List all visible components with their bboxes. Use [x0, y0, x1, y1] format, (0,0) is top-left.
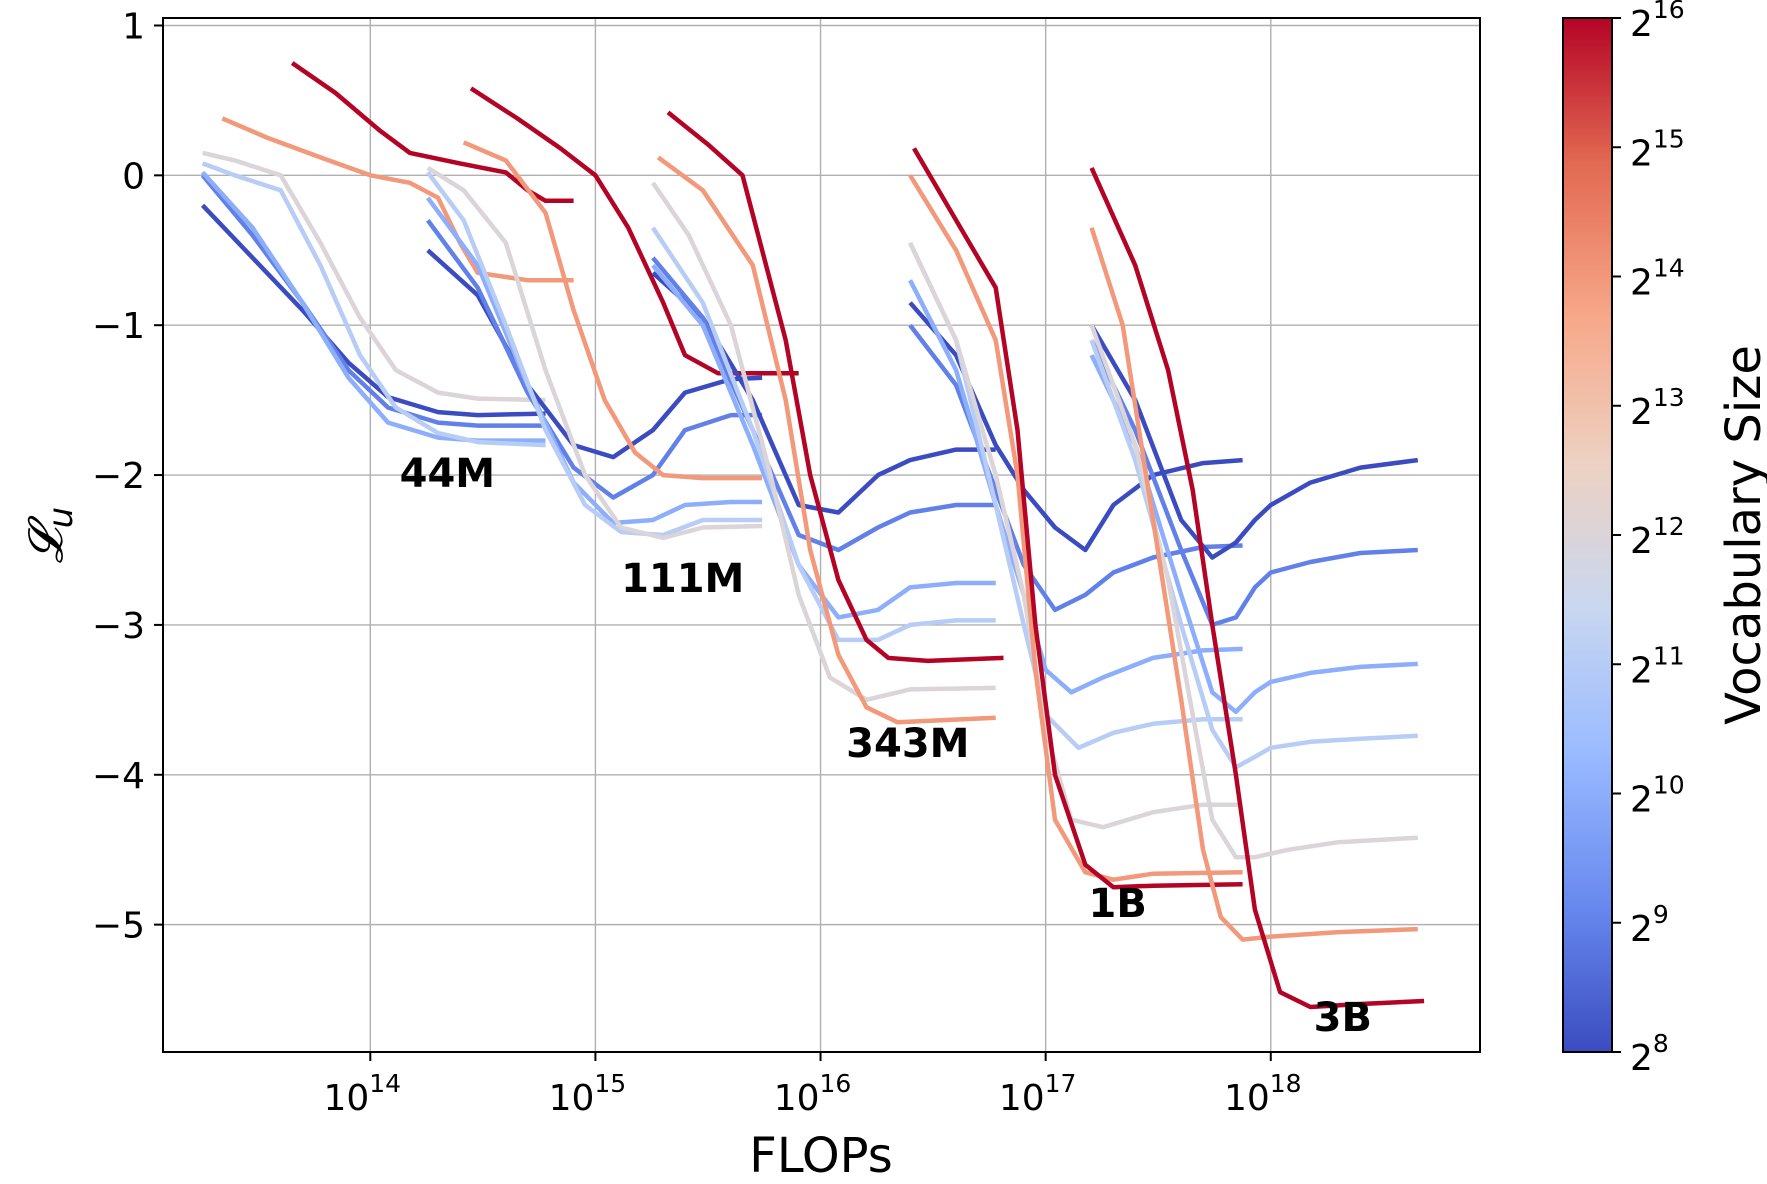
series-3B-vocab-2e16 [1089, 166, 1425, 1010]
colorbar-tick-label-6: 214 [1630, 254, 1685, 304]
x-tick-exp-4: 18 [1270, 1069, 1302, 1098]
series-1B-vocab-2e11 [908, 241, 1243, 751]
y-tick-label-1: 0 [122, 156, 145, 197]
y-tick-label-2: −1 [92, 306, 145, 347]
series-44M-vocab-2e16 [290, 61, 574, 204]
colorbar-tick-label-7: 215 [1630, 124, 1685, 174]
colorbar-tick-label-3: 211 [1630, 641, 1685, 691]
y-axis-ticks: 1 0 −1 −2 −3 −4 −5 [92, 6, 163, 947]
x-tick-label-1: 1015 [549, 1069, 627, 1119]
colorbar [1562, 17, 1613, 1053]
series-3B-vocab-2e9 [1089, 339, 1418, 628]
x-tick-base-1: 10 [549, 1078, 595, 1119]
colorbar-tick-base-7: 2 [1630, 133, 1653, 174]
series-343M-vocab-2e14 [656, 155, 996, 725]
series-44M-vocab-2e12 [202, 150, 546, 403]
model-size-annotations: 44M 111M 343M 1B 3B [400, 451, 1372, 1041]
series-1B-vocab-2e10 [908, 279, 1243, 695]
y-axis-label: 𝓛u [18, 507, 81, 563]
annotation-3B: 3B [1314, 995, 1372, 1041]
series-111M-vocab-2e14 [462, 140, 763, 481]
series-1B-vocab-2e12 [908, 241, 1243, 830]
y-axis-label-sub: u [41, 507, 81, 529]
colorbar-tick-exp-8: 16 [1653, 0, 1685, 24]
y-tick-label-0: 1 [122, 6, 145, 47]
series-343M-vocab-2e11 [651, 226, 996, 643]
x-axis-ticks: 1014 1015 1016 1017 1018 [323, 1052, 1302, 1119]
x-tick-exp-2: 16 [820, 1069, 852, 1098]
x-tick-exp-1: 15 [594, 1069, 626, 1098]
y-tick-label-5: −4 [92, 756, 145, 797]
colorbar-tick-exp-3: 11 [1653, 641, 1685, 670]
colorbar-tick-base-4: 2 [1630, 521, 1653, 562]
x-tick-base-0: 10 [323, 1078, 369, 1119]
colorbar-tick-exp-5: 13 [1653, 383, 1685, 412]
x-tick-label-0: 1014 [323, 1069, 401, 1119]
colorbar-tick-label-8: 216 [1630, 0, 1685, 45]
series-111M-vocab-2e12 [426, 165, 763, 541]
colorbar-tick-base-1: 2 [1630, 909, 1653, 950]
colorbar-tick-exp-7: 15 [1653, 124, 1685, 153]
colorbar-tick-base-5: 2 [1630, 392, 1653, 433]
colorbar-tick-base-3: 2 [1630, 650, 1653, 691]
x-tick-exp-0: 14 [369, 1069, 401, 1098]
y-tick-label-4: −3 [92, 606, 145, 647]
colorbar-tick-exp-4: 12 [1653, 512, 1685, 541]
x-tick-base-3: 10 [999, 1078, 1045, 1119]
series-111M-vocab-2e9 [425, 218, 763, 500]
series-44M-vocab-2e8 [200, 203, 546, 418]
colorbar-tick-label-0: 28 [1630, 1029, 1669, 1079]
series-3B-vocab-2e10 [1089, 354, 1418, 715]
series-111M-vocab-2e11 [425, 171, 763, 538]
x-tick-label-2: 1016 [774, 1069, 852, 1119]
colorbar-tick-exp-2: 10 [1653, 771, 1685, 800]
series-343M-vocab-2e10 [651, 263, 996, 620]
series-343M-vocab-2e12 [651, 181, 996, 703]
colorbar-tick-label-2: 210 [1630, 771, 1685, 821]
series-44M-vocab-2e9 [200, 173, 546, 428]
series-44M-vocab-2e14 [221, 116, 574, 283]
x-axis-label: FLOPs [749, 1128, 893, 1184]
series-3B-vocab-2e14 [1089, 227, 1418, 942]
series-343M-vocab-2e16 [666, 110, 1004, 664]
colorbar-tick-label-1: 29 [1630, 900, 1669, 950]
x-tick-base-2: 10 [774, 1078, 820, 1119]
series-343M-vocab-2e9 [651, 256, 996, 553]
colorbar-tick-label-4: 212 [1630, 512, 1685, 562]
colorbar-tick-exp-0: 8 [1653, 1029, 1669, 1058]
x-tick-exp-3: 17 [1045, 1069, 1077, 1098]
y-tick-label-3: −2 [92, 456, 145, 497]
annotation-44M: 44M [400, 451, 495, 497]
series-1B-vocab-2e14 [908, 174, 1243, 882]
annotation-343M: 343M [846, 721, 969, 767]
series-1B-vocab-2e8 [908, 301, 1243, 553]
colorbar-tick-base-6: 2 [1630, 263, 1653, 304]
series-111M-vocab-2e16 [469, 86, 799, 376]
series-111M-vocab-2e10 [425, 196, 763, 526]
colorbar-tick-base-2: 2 [1630, 780, 1653, 821]
series-3B-vocab-2e8 [1089, 324, 1419, 560]
series-lines [200, 61, 1425, 1010]
x-tick-base-4: 10 [1224, 1078, 1270, 1119]
y-tick-label-6: −5 [92, 906, 145, 947]
colorbar-tick-exp-1: 9 [1653, 900, 1669, 929]
annotation-111M: 111M [621, 556, 744, 602]
colorbar-tick-exp-6: 14 [1653, 254, 1685, 283]
colorbar-label: Vocabulary Size [1716, 345, 1767, 725]
annotation-1B: 1B [1088, 881, 1146, 927]
colorbar-tick-base-0: 2 [1630, 1038, 1653, 1079]
series-44M-vocab-2e11 [201, 161, 546, 448]
x-tick-label-4: 1018 [1224, 1069, 1302, 1119]
colorbar-tick-base-8: 2 [1630, 4, 1653, 45]
series-1B-vocab-2e16 [912, 147, 1243, 890]
x-tick-label-3: 1017 [999, 1069, 1077, 1119]
colorbar-tick-label-5: 213 [1630, 383, 1685, 433]
